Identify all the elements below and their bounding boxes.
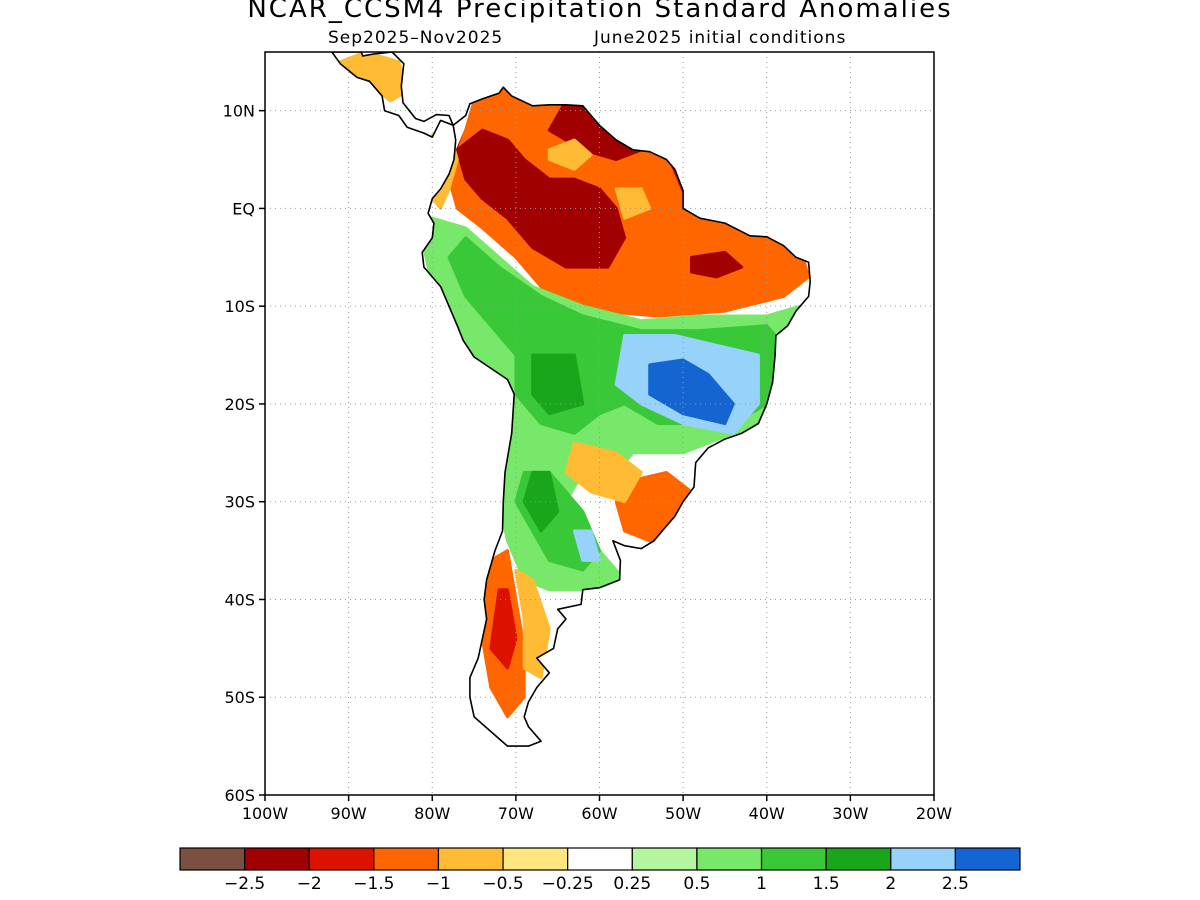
lon-tick-label: 30W [832,804,868,823]
anomaly-region-18 [564,441,643,504]
south-america-coastline [421,86,811,747]
anomaly-region-8 [338,52,409,103]
anomaly-region-3 [690,250,744,279]
anomaly-region-6 [547,138,593,171]
lon-tick-label: 40W [749,804,785,823]
colorbar-swatch [437,847,504,871]
initial-conditions-label: June2025 initial conditions [594,28,847,48]
lat-tick-label: 10S [224,297,255,316]
anomaly-region-16 [648,358,735,425]
lat-tick-label: 60S [224,786,255,805]
colorbar-swatch [502,847,569,871]
lat-tick-label: 40S [224,590,255,609]
colorbar-swatch [954,847,1021,871]
colorbar-swatch [890,847,956,871]
lon-tick-label: 70W [498,804,534,823]
colorbar-label: 2.5 [942,874,969,894]
lon-tick-label: 90W [331,804,367,823]
colorbar-label: −0.5 [482,874,523,894]
map-title: NCAR_CCSM4 Precipitation Standard Anomal… [247,0,953,24]
colorbar-swatch [308,847,375,871]
anomaly-region-15 [572,529,601,562]
colorbar-label: −0.25 [542,874,594,894]
lon-tick-label: 60W [581,804,617,823]
colorbar-label: 1.5 [813,874,840,894]
anomaly-region-21 [514,568,551,680]
anomaly-shading [338,52,811,719]
colorbar-swatch [244,847,310,871]
lat-tick-label: 50S [224,688,255,707]
colorbar-swatch [567,847,633,871]
lon-tick-label: 20W [916,804,952,823]
colorbar-swatch [696,847,763,871]
lon-tick-label: 100W [242,804,289,823]
lon-tick-label: 50W [665,804,701,823]
forecast-period: Sep2025–Nov2025 [328,28,504,48]
colorbar-swatch [631,847,698,871]
colorbar-label: −2.5 [224,874,265,894]
colorbar-swatch [760,847,827,871]
colorbar-swatch [179,847,246,871]
colorbar-swatch [373,847,440,871]
colorbar-label: 1 [756,874,767,894]
anomaly-region-12 [531,353,585,416]
colorbar-swatch [825,847,892,871]
colorbar-label: 2 [885,874,896,894]
colorbar-label: −1.5 [353,874,394,894]
anomaly-region-7 [614,187,652,220]
lat-tick-label: 20S [224,395,255,414]
anomaly-region-20 [489,588,518,670]
colorbar-label: 0.5 [683,874,710,894]
lat-tick-label: 30S [224,493,255,512]
colorbar: −2.5 −2 −1.5 −1 −0.5 −0.25 0.25 0.5 1 1.5 2 2.5 [179,847,1021,894]
lat-tick-label: 10N [223,102,255,121]
lon-tick-label: 80W [414,804,450,823]
lat-tick-label: EQ [232,199,255,218]
colorbar-label: −1 [426,874,451,894]
colorbar-label: −2 [297,874,322,894]
colorbar-label: 0.25 [613,874,651,894]
anomaly-region-2 [455,128,627,269]
